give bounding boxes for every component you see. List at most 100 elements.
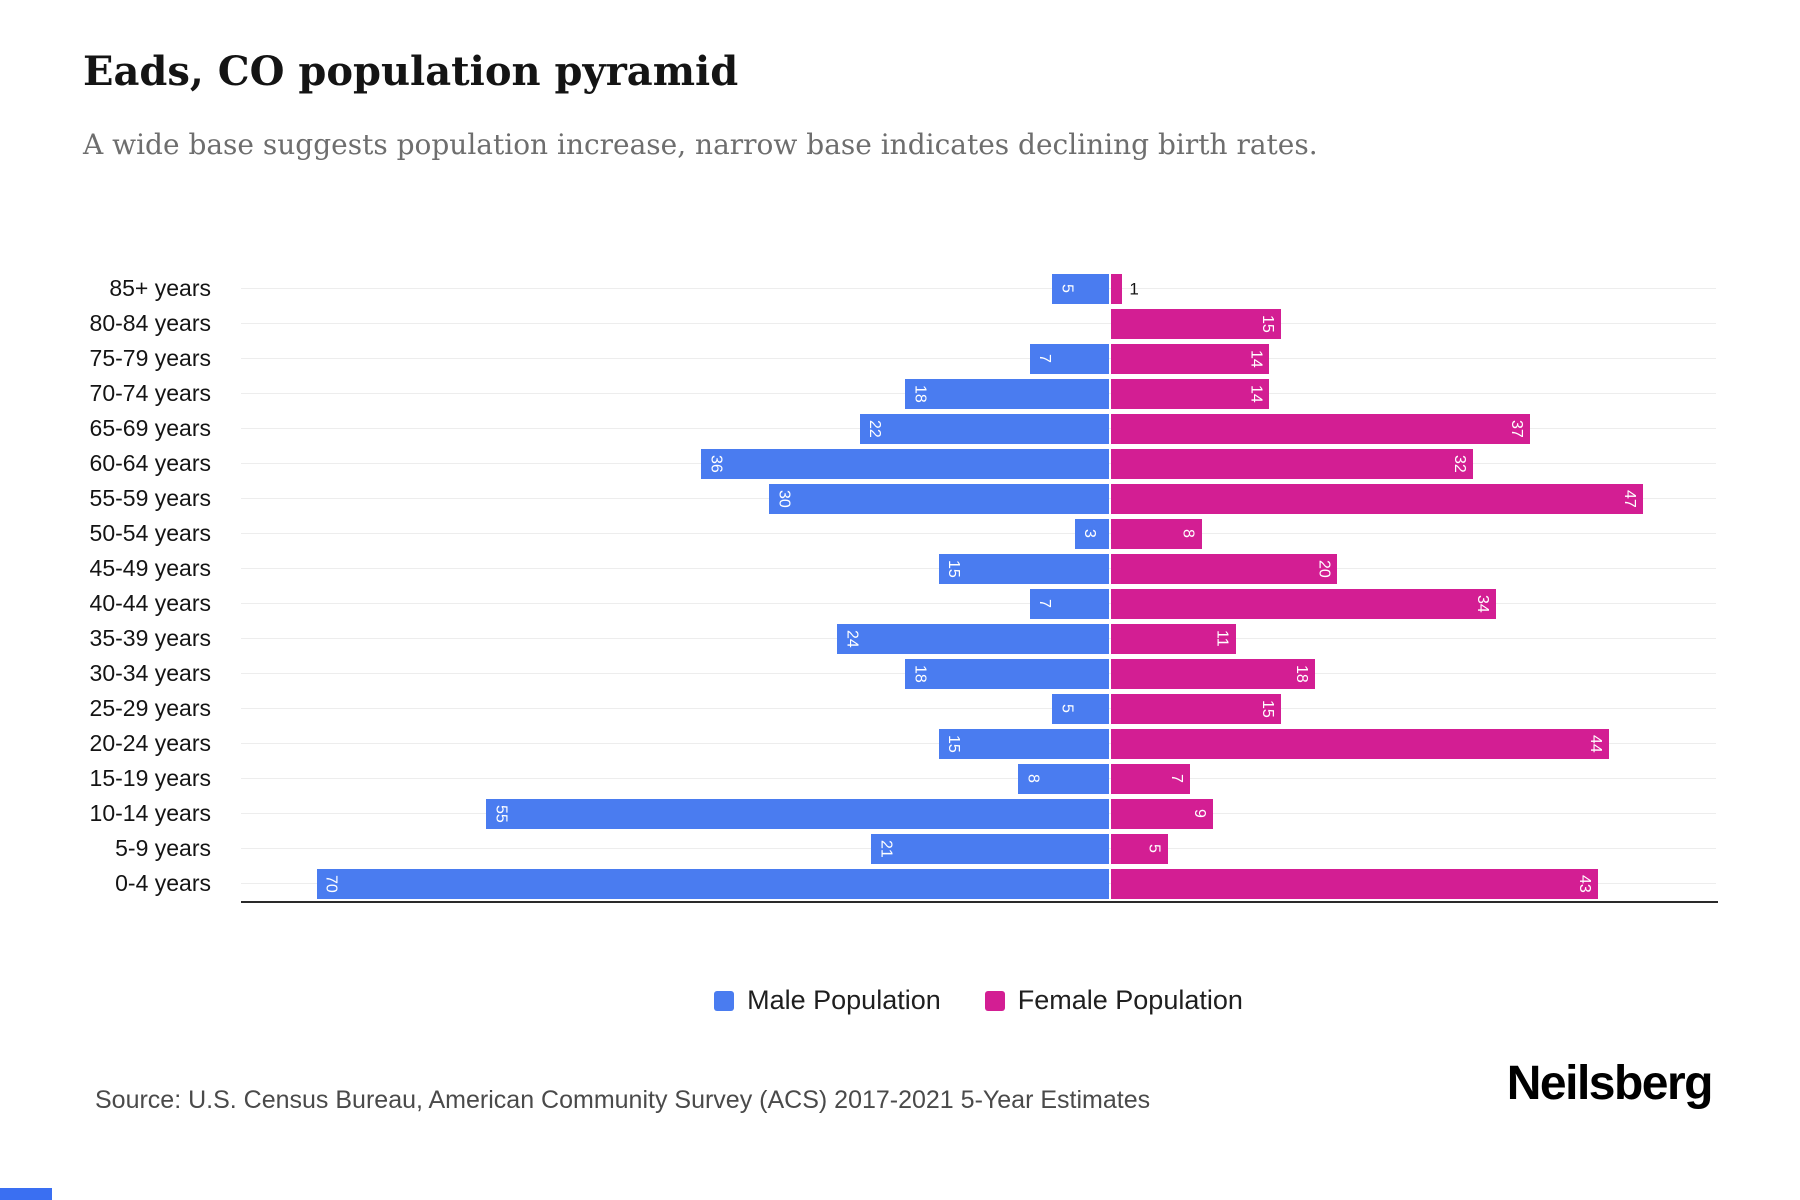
age-group-label: 65-69 years (89, 415, 211, 441)
pyramid-row: 50-54 years 3 8 (0, 516, 1716, 551)
population-pyramid-chart: 85+ years 5 1 80-84 years 15 75-79 years 7 14 70… (0, 271, 1716, 901)
male-bar-value: 18 (911, 384, 929, 403)
age-group-label: 85+ years (109, 275, 211, 301)
legend-item-male: Male Population (714, 985, 941, 1016)
female-bar: 7 (1111, 763, 1191, 794)
male-bar: 5 (1052, 273, 1109, 304)
female-bar-value: 18 (1292, 664, 1310, 683)
female-bar-value: 44 (1587, 734, 1605, 753)
age-group-label: 50-54 years (89, 520, 211, 546)
male-bar: 30 (769, 483, 1109, 514)
pyramid-row: 15-19 years 8 7 (0, 761, 1716, 796)
female-bar: 34 (1111, 588, 1496, 619)
female-swatch-icon (984, 990, 1005, 1011)
female-bar-value: 43 (1575, 874, 1593, 893)
legend: Male Population Female Population (241, 985, 1716, 1016)
female-bar: 20 (1111, 553, 1338, 584)
male-bar: 15 (939, 553, 1109, 584)
x-axis-line (241, 901, 1718, 903)
female-bar: 5 (1111, 833, 1168, 864)
female-bar-value: 5 (1145, 844, 1163, 853)
female-bar: 44 (1111, 728, 1610, 759)
female-bar: 32 (1111, 448, 1474, 479)
age-group-label: 10-14 years (89, 800, 211, 826)
male-bar-value: 24 (843, 629, 861, 648)
age-group-label: 15-19 years (89, 765, 211, 791)
female-bar-value: 9 (1190, 809, 1208, 818)
male-bar-value: 15 (945, 559, 963, 578)
male-bar: 7 (1029, 343, 1109, 374)
pyramid-row: 45-49 years 15 20 (0, 551, 1716, 586)
male-bar-value: 7 (1035, 599, 1053, 608)
male-bar: 55 (486, 798, 1109, 829)
legend-female-label: Female Population (1017, 985, 1243, 1015)
plot-area: 21 5 (241, 831, 1716, 866)
plot-area: 7 14 (241, 341, 1716, 376)
female-bar-value: 14 (1247, 349, 1265, 368)
age-group-label: 40-44 years (89, 590, 211, 616)
female-bar: 37 (1111, 413, 1530, 444)
plot-area: 24 11 (241, 621, 1716, 656)
age-group-label: 5-9 years (115, 835, 211, 861)
male-bar: 3 (1075, 518, 1109, 549)
plot-area: 15 (241, 306, 1716, 341)
chart-title: Eads, CO population pyramid (83, 48, 739, 95)
pyramid-row: 20-24 years 15 44 (0, 726, 1716, 761)
male-bar: 70 (316, 868, 1109, 899)
age-group-label: 0-4 years (115, 870, 211, 896)
male-bar-value: 22 (865, 419, 883, 438)
male-bar: 21 (871, 833, 1109, 864)
legend-item-female: Female Population (984, 985, 1243, 1016)
age-group-label: 55-59 years (89, 485, 211, 511)
female-bar-value: 47 (1621, 489, 1639, 508)
age-group-label: 80-84 years (89, 310, 211, 336)
age-group-label: 60-64 years (89, 450, 211, 476)
plot-area: 7 34 (241, 586, 1716, 621)
plot-area: 15 44 (241, 726, 1716, 761)
male-bar-value: 55 (492, 804, 510, 823)
female-bar: 14 (1111, 343, 1270, 374)
plot-area: 36 32 (241, 446, 1716, 481)
male-bar-value: 18 (911, 664, 929, 683)
female-bar-value: 15 (1258, 314, 1276, 333)
female-bar-value: 11 (1213, 630, 1231, 647)
pyramid-row: 5-9 years 21 5 (0, 831, 1716, 866)
female-bar-value: 37 (1507, 419, 1525, 438)
female-bar-value: 20 (1315, 559, 1333, 578)
female-bar: 9 (1111, 798, 1213, 829)
male-bar: 36 (701, 448, 1109, 479)
female-bar-value: 8 (1179, 529, 1197, 538)
pyramid-row: 35-39 years 24 11 (0, 621, 1716, 656)
male-bar-value: 3 (1081, 529, 1099, 538)
male-bar: 5 (1052, 693, 1109, 724)
female-bar: 11 (1111, 623, 1236, 654)
source-attribution: Source: U.S. Census Bureau, American Com… (95, 1086, 1151, 1114)
male-bar-value: 70 (322, 874, 340, 893)
pyramid-row: 75-79 years 7 14 (0, 341, 1716, 376)
age-group-label: 35-39 years (89, 625, 211, 651)
female-bar-value: 15 (1258, 699, 1276, 718)
age-group-label: 20-24 years (89, 730, 211, 756)
female-bar: 47 (1111, 483, 1644, 514)
age-group-label: 70-74 years (89, 380, 211, 406)
pyramid-row: 55-59 years 30 47 (0, 481, 1716, 516)
bottom-left-blue-fragment (0, 1188, 52, 1200)
male-bar-value: 8 (1024, 774, 1042, 783)
male-bar: 18 (905, 658, 1109, 689)
female-bar: 14 (1111, 378, 1270, 409)
pyramid-row: 80-84 years 15 (0, 306, 1716, 341)
female-bar: 43 (1111, 868, 1598, 899)
male-bar: 22 (859, 413, 1109, 444)
plot-area: 18 18 (241, 656, 1716, 691)
pyramid-row: 60-64 years 36 32 (0, 446, 1716, 481)
pyramid-row: 85+ years 5 1 (0, 271, 1716, 306)
pyramid-row: 40-44 years 7 34 (0, 586, 1716, 621)
pyramid-row: 25-29 years 5 15 (0, 691, 1716, 726)
age-group-label: 30-34 years (89, 660, 211, 686)
female-bar: 18 (1111, 658, 1315, 689)
male-bar: 18 (905, 378, 1109, 409)
